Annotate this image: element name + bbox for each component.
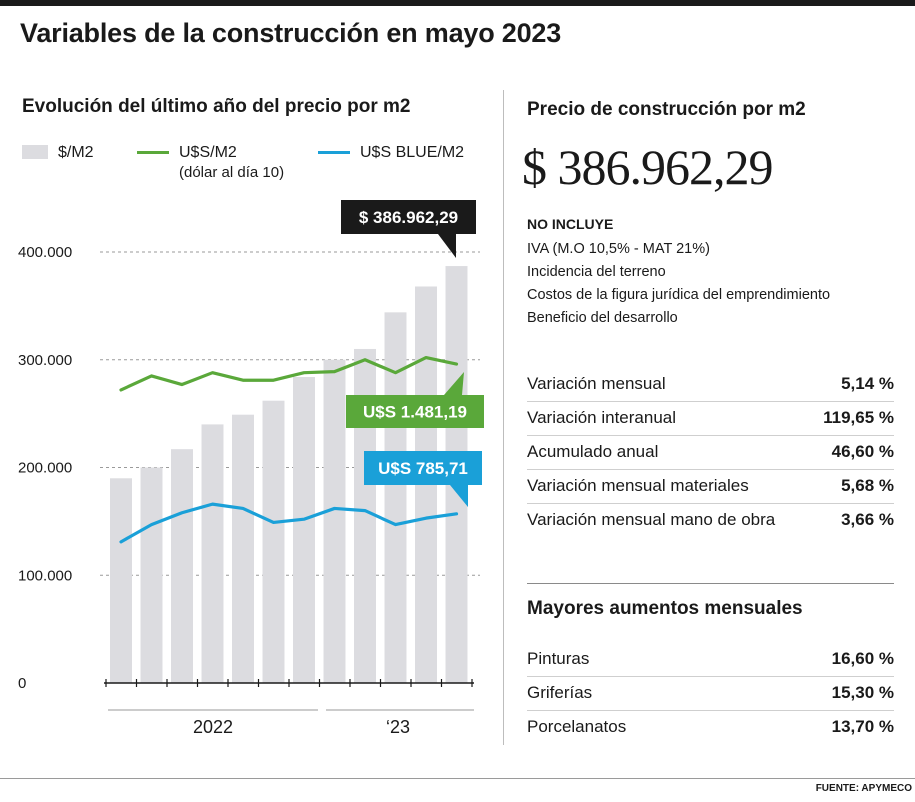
- bar: [110, 478, 132, 683]
- exclusion-item: Incidencia del terreno: [527, 264, 666, 280]
- increase-label: Porcelanatos: [527, 717, 627, 736]
- legend-green: U$S/M2 (dólar al día 10): [137, 143, 284, 183]
- source-credit: FUENTE: APYMECO: [815, 783, 912, 794]
- increase-row: Pinturas 16,60 %: [527, 642, 894, 676]
- legend-swatch-green: [137, 151, 169, 154]
- y-tick-label: 100.000: [18, 567, 72, 584]
- increase-row: Porcelanatos 13,70 %: [527, 710, 894, 744]
- stat-separator: [527, 401, 894, 402]
- increase-value: 13,70 %: [831, 717, 894, 736]
- stat-row: Variación interanual 119,65 %: [527, 401, 894, 435]
- section-separator: [527, 583, 894, 584]
- exclusions-list: IVA (M.O 10,5% - MAT 21%) Incidencia del…: [527, 238, 830, 330]
- callout-usd-label: U$S 1.481,19: [363, 403, 467, 422]
- series-line-blue: [119, 502, 459, 544]
- callout-blue-label: U$S 785,71: [378, 459, 468, 478]
- legend-label-bar: $/M2: [58, 144, 94, 161]
- stat-value: 119,65 %: [823, 408, 894, 427]
- stat-row: Variación mensual mano de obra 3,66 %: [527, 503, 894, 537]
- stat-row: Variación mensual materiales 5,68 %: [527, 469, 894, 503]
- stat-value: 46,60 %: [831, 442, 894, 461]
- exclusion-item: Costos de la figura jurídica del emprend…: [527, 287, 831, 303]
- callout-blue-pointer: [450, 485, 468, 507]
- callout-usd-pointer: [444, 372, 464, 395]
- stat-row: Acumulado anual 46,60 %: [527, 435, 894, 469]
- y-tick-label: 0: [18, 675, 26, 692]
- callout-usd-box: [346, 395, 484, 428]
- y-tick-label: 300.000: [18, 352, 72, 369]
- exclusion-item: IVA (M.O 10,5% - MAT 21%): [527, 241, 710, 257]
- increase-label: Pinturas: [527, 649, 590, 668]
- legend-bar: $/M2: [22, 143, 94, 163]
- bar: [354, 348, 376, 683]
- increase-label: Griferías: [527, 683, 593, 702]
- callout-price-box: [341, 200, 476, 234]
- stat-label: Acumulado anual: [527, 442, 659, 461]
- stat-separator: [527, 503, 894, 504]
- callout-price-pointer: [438, 234, 456, 258]
- stat-label: Variación mensual materiales: [527, 476, 749, 495]
- legend-sublabel-green: (dólar al día 10): [179, 164, 285, 181]
- stat-label: Variación mensual mano de obra: [527, 510, 776, 529]
- callout-blue-box: [364, 451, 482, 485]
- exclusions-title: NO INCLUYE: [527, 216, 614, 232]
- legend-label-green: U$S/M2: [179, 144, 237, 161]
- bar: [293, 376, 315, 683]
- price-panel-title: Precio de construcción por m2: [527, 99, 806, 120]
- big-price: $ 386.962,29: [522, 139, 773, 195]
- bar: [171, 449, 193, 683]
- bar: [323, 359, 346, 683]
- stat-value: 5,68 %: [841, 476, 894, 495]
- legend-blue: U$S BLUE/M2: [318, 143, 464, 163]
- legend-swatch-bar: [22, 145, 48, 159]
- panel-divider: [503, 90, 504, 745]
- page-title: Variables de la construcción en mayo 202…: [20, 18, 562, 48]
- bar: [201, 424, 224, 683]
- increase-separator: [527, 676, 894, 677]
- x-group-label: 2022: [193, 717, 233, 737]
- stat-separator: [527, 435, 894, 436]
- callout-price-label: $ 386.962,29: [359, 208, 458, 227]
- top-rule: [0, 0, 915, 6]
- increase-value: 15,30 %: [831, 683, 894, 702]
- stat-separator: [527, 469, 894, 470]
- increases-title: Mayores aumentos mensuales: [527, 598, 803, 619]
- stat-label: Variación mensual: [527, 374, 666, 393]
- stat-label: Variación interanual: [527, 408, 676, 427]
- legend-label-blue: U$S BLUE/M2: [360, 144, 465, 161]
- bar: [262, 400, 285, 683]
- bottom-rule: [0, 778, 915, 779]
- exclusion-item: Beneficio del desarrollo: [527, 310, 678, 326]
- series-line-green: [119, 355, 459, 392]
- y-tick-label: 400.000: [18, 244, 72, 261]
- stat-row: Variación mensual 5,14 %: [527, 367, 894, 401]
- increase-row: Griferías 15,30 %: [527, 676, 894, 710]
- increase-separator: [527, 710, 894, 711]
- legend-swatch-blue: [318, 151, 350, 154]
- stat-value: 3,66 %: [841, 510, 894, 529]
- bar: [140, 467, 163, 683]
- stat-value: 5,14 %: [841, 374, 894, 393]
- bar: [232, 414, 254, 683]
- increase-value: 16,60 %: [831, 649, 894, 668]
- x-group-label: ‘23: [386, 717, 410, 737]
- chart-title: Evolución del último año del precio por …: [22, 96, 411, 117]
- y-tick-label: 200.000: [18, 460, 72, 477]
